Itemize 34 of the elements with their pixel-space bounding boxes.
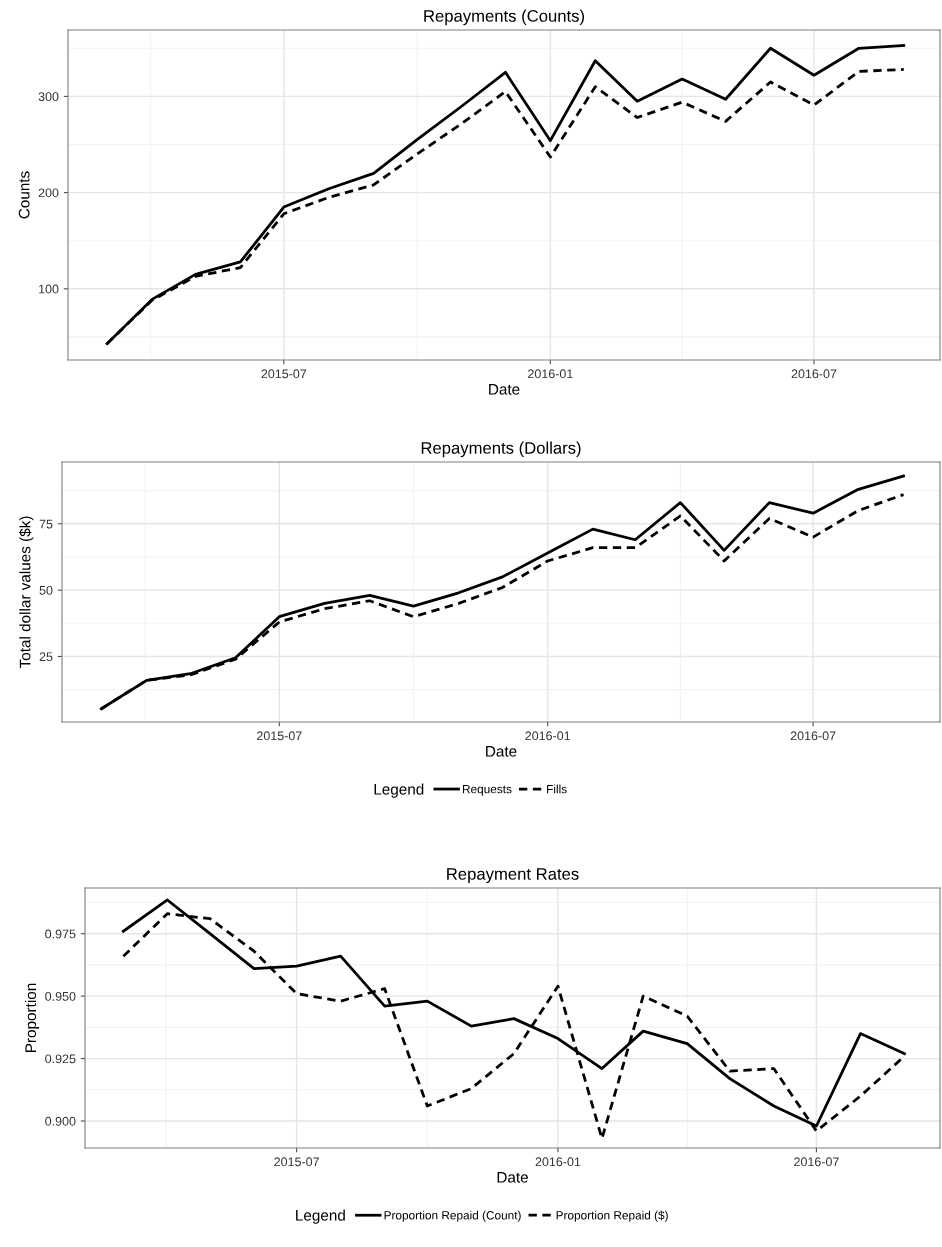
legend-label: Fills	[547, 784, 567, 794]
x-tick-label: 2016-01	[528, 369, 573, 379]
x-tick-label: 2016-01	[535, 1157, 581, 1167]
y-tick-label: 25	[39, 652, 53, 662]
x-axis-title: Date	[486, 746, 517, 757]
x-tick-label: 2016-07	[790, 731, 836, 741]
y-tick-label: 200	[38, 188, 59, 198]
chart-title: Repayments (Counts)	[424, 9, 585, 26]
y-axis-title: Counts	[18, 171, 30, 219]
chart-title: Repayments (Dollars)	[421, 441, 581, 458]
x-tick-label: 2015-07	[257, 731, 302, 741]
y-tick-label: 100	[39, 284, 59, 294]
y-tick-label: 50	[39, 585, 53, 595]
y-axis-title: Total dollar values ($k)	[19, 516, 34, 669]
legend-label: Proportion Repaid (Count)	[384, 1210, 521, 1222]
chart-title: Repayment Rates	[447, 868, 579, 884]
x-tick-label: 2015-07	[274, 1157, 319, 1167]
y-tick-label: 0.900	[45, 1116, 76, 1126]
y-tick-label: 300	[38, 92, 59, 102]
legend-label: Requests	[463, 785, 512, 796]
y-tick-label: 0.975	[45, 929, 76, 939]
y-tick-label: 0.925	[45, 1054, 76, 1064]
y-axis-title: Proportion	[24, 983, 40, 1052]
x-axis-title: Date	[489, 384, 520, 395]
x-tick-label: 2015-07	[261, 369, 307, 379]
legend-label: Proportion Repaid ($)	[556, 1210, 668, 1222]
y-tick-label: 0.950	[45, 991, 76, 1001]
legend-title: Legend	[374, 783, 424, 798]
x-tick-label: 2016-07	[794, 1157, 839, 1167]
legend-title: Legend	[296, 1209, 345, 1224]
y-tick-label: 75	[39, 519, 53, 529]
x-tick-label: 2016-01	[525, 731, 570, 741]
x-tick-label: 2016-07	[791, 369, 837, 379]
x-axis-title: Date	[497, 1172, 528, 1183]
